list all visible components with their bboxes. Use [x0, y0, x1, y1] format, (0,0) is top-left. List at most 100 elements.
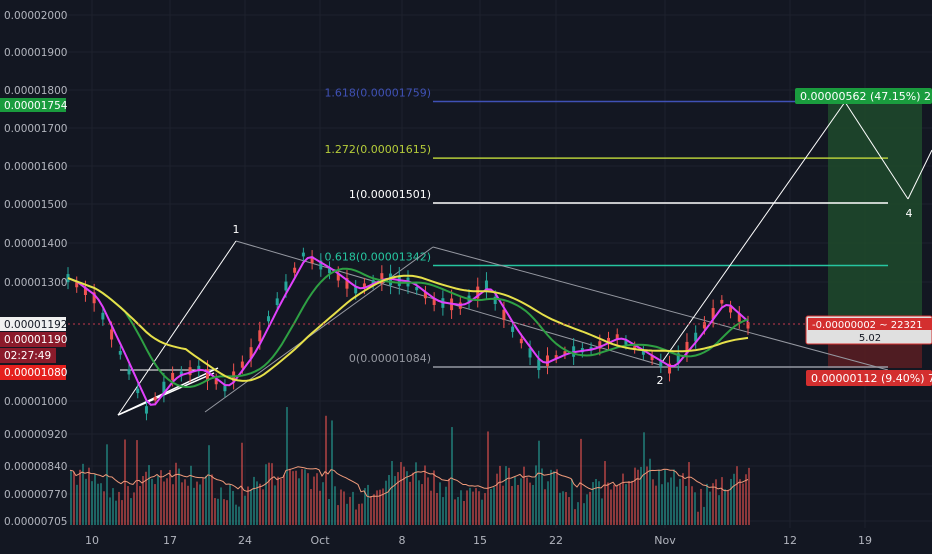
time-axis-panel[interactable] [66, 528, 932, 550]
candle-body [310, 256, 314, 264]
fib-level-label: 1(0.00001501) [349, 188, 431, 201]
triangle-line-b[interactable] [117, 372, 215, 416]
wave-line-3-4[interactable] [844, 101, 909, 200]
vertical-gridlines [91, 0, 866, 528]
bid-badge-text: 0.00001190 [4, 334, 67, 346]
volume-bar [421, 484, 423, 525]
volume-bar [553, 471, 555, 525]
volume-bar [259, 483, 261, 525]
loss-label: 0.00000112 (9.40%) 7 [811, 372, 932, 385]
channel-lower-line[interactable] [204, 246, 434, 413]
volume-bar [124, 439, 126, 525]
candle-body [668, 363, 672, 374]
candle-body [258, 330, 262, 342]
volume-bar [460, 490, 462, 525]
volume-bar [520, 478, 522, 525]
candle-body [153, 396, 157, 401]
volume-bar [475, 488, 477, 525]
volume-bar [154, 484, 156, 525]
candle-body [345, 278, 349, 289]
price-tick-label: 0.00001400 [4, 238, 67, 250]
loss-label-box[interactable] [806, 370, 932, 386]
volume-bar [361, 503, 363, 525]
volume-bar [199, 484, 201, 525]
volume-bar [577, 502, 579, 525]
volume-bar [451, 427, 453, 525]
fib-level-label: 0(0.00001084) [349, 352, 431, 365]
candle-body [336, 273, 340, 281]
volume-bar [250, 489, 252, 525]
volume-bar [733, 473, 735, 525]
volume-bar [196, 481, 198, 525]
volume-bar [469, 487, 471, 525]
volume-bar [145, 471, 147, 525]
candle-body [519, 338, 523, 344]
time-tick-label: Oct [310, 534, 330, 547]
price-axis-panel[interactable] [0, 0, 66, 550]
candle-body [537, 359, 541, 371]
volume-bar [691, 486, 693, 525]
volume-bar [316, 473, 318, 525]
volume-bar [424, 465, 426, 525]
volume-bar [328, 498, 330, 525]
wave-line-2-3[interactable] [659, 101, 846, 366]
volume-bar [517, 484, 519, 525]
volume-bar [730, 478, 732, 525]
volume-bar [562, 491, 564, 525]
volume-bar [568, 497, 570, 525]
volume-bar [643, 432, 645, 525]
current-price-badge [0, 317, 66, 331]
volume-bar [271, 463, 273, 525]
volume-bar [310, 489, 312, 525]
wave-label-1: 1 [233, 223, 240, 236]
candle-body [432, 298, 436, 305]
candle-body [136, 388, 140, 394]
volume-bar [592, 482, 594, 525]
volume-bar [685, 486, 687, 525]
volume-bar [574, 509, 576, 525]
profit-label-box[interactable] [795, 88, 932, 104]
volume-bar [121, 500, 123, 525]
profit-zone[interactable] [828, 102, 922, 324]
candle-body [563, 351, 567, 355]
volume-bar [214, 498, 216, 525]
volume-bar [166, 478, 168, 525]
volume-bar [160, 470, 162, 525]
candle-body [650, 356, 654, 361]
time-axis[interactable]: 10 17 24 Oct 8 15 22 Nov 12 19 [85, 534, 872, 547]
time-tick-label: Nov [654, 534, 676, 547]
volume-bar [631, 480, 633, 525]
volume-bar [106, 444, 108, 525]
price-axis[interactable]: 0.00002000 0.00001900 0.00001800 0.00001700… [4, 10, 67, 528]
volume-bar [628, 481, 630, 525]
volume-bar [88, 467, 90, 525]
volume-bar [616, 485, 618, 525]
volume-bar [532, 484, 534, 525]
fibonacci-extension[interactable]: 1.618(0.00001759) 1.272(0.00001615) 1(0.00… [324, 87, 888, 368]
wave-line-4-5[interactable] [907, 149, 932, 200]
volume-bar [331, 420, 333, 525]
volume-bar [265, 464, 267, 525]
volume-bar [622, 473, 624, 525]
candle-body [615, 334, 619, 340]
volume-bar [673, 469, 675, 525]
volume-bar [454, 499, 456, 525]
volume-bar [268, 462, 270, 525]
volume-bar [598, 481, 600, 525]
volume-bar [502, 485, 504, 525]
candle-body [127, 369, 131, 375]
candle-body [188, 367, 192, 376]
volume-bar [115, 500, 117, 525]
volume-bar [178, 468, 180, 525]
candle-body [319, 260, 323, 270]
candle-body [545, 355, 549, 366]
price-tick-label: 0.00001300 [4, 277, 67, 289]
countdown-text: 02:27:49 [4, 350, 51, 362]
volume-bar [91, 481, 93, 525]
channel-extension-line[interactable] [432, 246, 889, 371]
volume-bar [742, 483, 744, 525]
volume-bar [100, 483, 102, 525]
